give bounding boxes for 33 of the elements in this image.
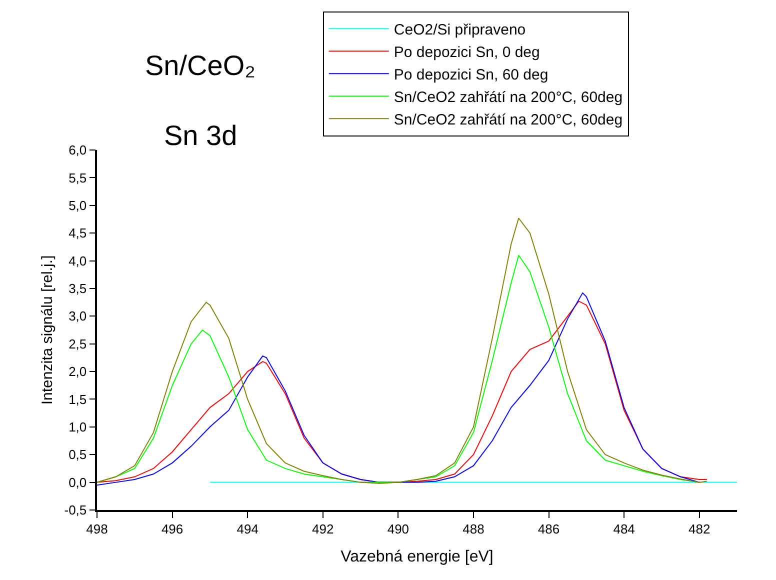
legend-label: CeO2/Si připraveno: [394, 22, 526, 38]
line-series: [97, 218, 708, 484]
legend-label: Po depozici Sn, 0 deg: [394, 44, 540, 61]
x-tick-label: 498: [86, 521, 108, 536]
y-tick-label: 0,0: [68, 474, 87, 490]
x-tick-label: 486: [538, 521, 560, 536]
y-tick-label: 2,5: [68, 336, 87, 352]
legend-label: Sn/CeO2 zahřátí na 200°C, 60deg: [394, 89, 623, 106]
x-tick-label: 492: [312, 521, 334, 536]
legend-label: Sn/CeO2 zahřátí na 200°C, 60deg: [394, 112, 623, 128]
y-axis-title: Intenzita signálu [rel.j.]: [38, 255, 56, 405]
x-tick-label: 488: [462, 521, 484, 536]
y-tick-label: 2,0: [68, 364, 87, 380]
y-tick-label: 5,0: [68, 198, 87, 213]
y-tick-label: 5,5: [68, 170, 87, 186]
y-tick-label: 0,5: [68, 447, 87, 462]
y-tick-label: 6,0: [68, 142, 87, 158]
text: Sn/CeO₂: [145, 50, 256, 81]
y-tick-label: 1,5: [68, 392, 87, 407]
x-tick-label: 484: [613, 521, 635, 536]
y-tick-label: 1,0: [68, 419, 87, 434]
x-tick-label: 490: [387, 521, 410, 536]
x-tick-label: 496: [161, 521, 184, 536]
x-tick-label: 482: [688, 521, 710, 536]
annotation: Sn 3d: [164, 120, 238, 151]
legend-label: Po depozici Sn, 60 deg: [394, 66, 548, 84]
y-tick-label: -0,5: [64, 502, 87, 518]
y-tick-label: 4,0: [68, 253, 87, 268]
x-tick-label: 494: [236, 521, 258, 536]
y-tick-label: 3,5: [68, 281, 87, 296]
y-tick-label: 4,5: [68, 226, 87, 241]
y-tick-label: 3,0: [68, 308, 87, 324]
x-axis-title: Vazebná energie [eV]: [340, 548, 494, 566]
